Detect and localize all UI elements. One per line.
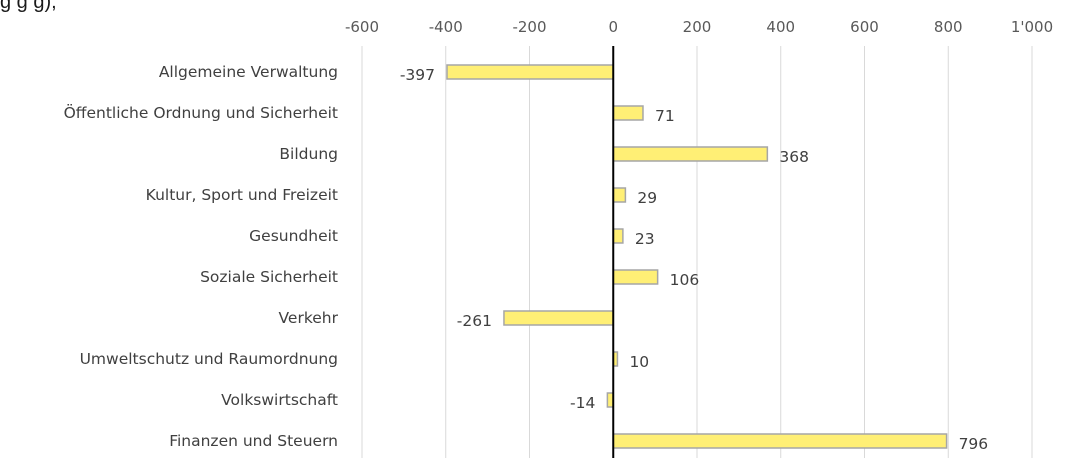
x-tick-label: 0: [608, 18, 618, 36]
category-label: Finanzen und Steuern: [169, 432, 338, 450]
x-axis-ticks: -600 -400 -200 0 200 400 600 800 1'000: [345, 18, 1053, 36]
bar: [612, 433, 948, 449]
x-tick-label: 400: [766, 18, 795, 36]
x-tick-label: -400: [429, 18, 463, 36]
category-label: Umweltschutz und Raumordnung: [80, 350, 338, 368]
data-label: 29: [637, 189, 657, 207]
bar: [612, 146, 769, 162]
data-label: -261: [457, 312, 492, 330]
data-label: 368: [779, 148, 809, 166]
category-label: Volkswirtschaft: [221, 391, 338, 409]
category-label: Soziale Sicherheit: [200, 268, 338, 286]
x-tick-label: -600: [345, 18, 379, 36]
chart-title-fragment: g g g),: [0, 0, 57, 13]
data-label: 106: [670, 271, 700, 289]
data-label: 10: [629, 353, 649, 371]
category-label: Öffentliche Ordnung und Sicherheit: [64, 103, 338, 122]
category-labels: Allgemeine Verwaltung Öffentliche Ordnung…: [64, 63, 339, 450]
grid-lines: [361, 46, 1033, 458]
category-label: Gesundheit: [249, 227, 338, 245]
bar: [612, 228, 624, 244]
bar: [612, 105, 644, 121]
data-label: 23: [635, 230, 655, 248]
x-tick-label: 800: [934, 18, 963, 36]
bar: [612, 269, 659, 285]
x-tick-label: 1'000: [1011, 18, 1053, 36]
category-label: Verkehr: [279, 309, 339, 327]
category-label: Kultur, Sport und Freizeit: [146, 186, 338, 204]
data-labels: -397 71 368 29 23 106 -261 10 -14 796: [400, 66, 988, 453]
data-label: 71: [655, 107, 675, 125]
x-tick-label: 600: [850, 18, 879, 36]
category-label: Allgemeine Verwaltung: [159, 63, 338, 81]
data-label: 796: [959, 435, 989, 453]
x-tick-label: 200: [683, 18, 712, 36]
x-tick-label: -200: [512, 18, 546, 36]
data-label: -397: [400, 66, 435, 84]
bar: [446, 64, 614, 80]
bars: [446, 64, 948, 449]
bar: [503, 310, 614, 326]
data-label: -14: [570, 394, 595, 412]
bar: [612, 187, 627, 203]
category-label: Bildung: [279, 145, 338, 163]
